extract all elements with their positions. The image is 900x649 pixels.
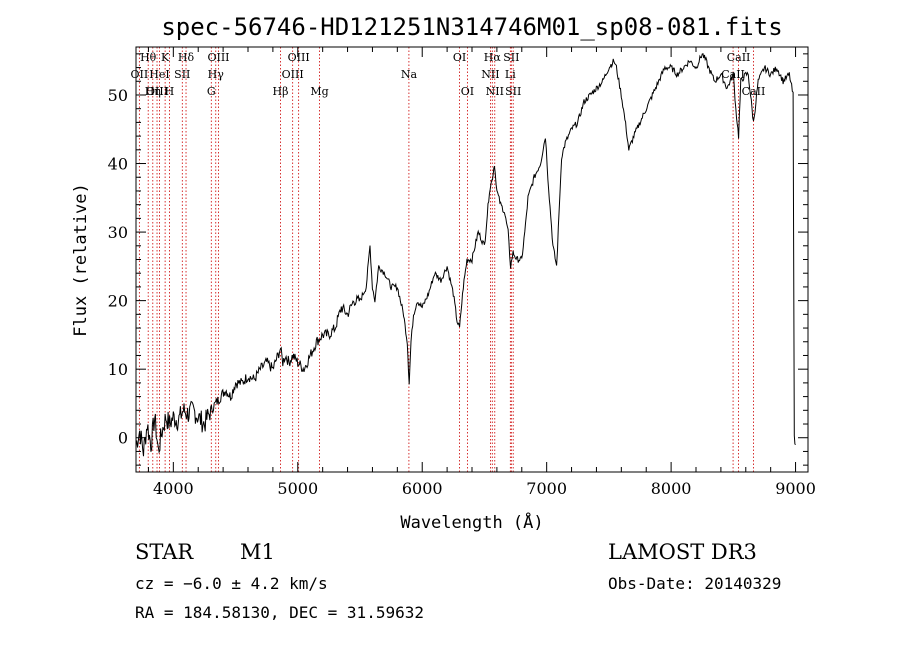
y-tick-label: 20 xyxy=(108,292,128,311)
y-tick-label: 50 xyxy=(108,86,128,105)
coordinates: RA = 184.58130, DEC = 31.59632 xyxy=(135,603,424,622)
emission-line-label: SII xyxy=(503,51,519,64)
y-tick-label: 10 xyxy=(108,360,128,379)
x-axis-label: Wavelength (Å) xyxy=(400,511,543,533)
redshift-cz: cz = −6.0 ± 4.2 km/s xyxy=(135,574,328,593)
emission-line-label: SII xyxy=(174,68,190,81)
object-class: STAR xyxy=(135,540,193,564)
emission-line-label: Li xyxy=(505,68,516,81)
emission-line-label: NII xyxy=(481,68,499,81)
emission-line-label: OIII xyxy=(282,68,304,81)
emission-line-label: CaII xyxy=(742,85,766,98)
x-axis-ticks: 4000 5000 6000 7000 8000 9000 xyxy=(148,47,815,498)
x-tick-label: 6000 xyxy=(402,479,443,498)
emission-line-label: OIII xyxy=(288,51,310,64)
y-tick-label: 0 xyxy=(118,429,128,448)
x-tick-label: 8000 xyxy=(651,479,692,498)
y-tick-label: 30 xyxy=(108,223,128,242)
emission-line-label: Hγ xyxy=(208,68,225,81)
emission-line-label: Hα xyxy=(484,51,502,64)
emission-line-label: Hη xyxy=(145,85,161,98)
survey-name: LAMOST DR3 xyxy=(608,540,757,564)
emission-line-label: Hδ xyxy=(178,51,195,64)
x-tick-label: 9000 xyxy=(775,479,816,498)
spectrum-line xyxy=(136,54,796,456)
y-tick-label: 40 xyxy=(108,155,128,174)
object-subclass: M1 xyxy=(240,540,275,564)
observation-date: Obs-Date: 20140329 xyxy=(608,574,781,593)
emission-line-label: K xyxy=(161,51,170,64)
chart-title: spec-56746-HD121251N314746M01_sp08-081.f… xyxy=(161,13,782,41)
emission-line-markers xyxy=(139,47,753,472)
emission-line-label: OI xyxy=(461,85,474,98)
x-tick-label: 5000 xyxy=(277,479,318,498)
emission-line-label: Mg xyxy=(310,85,328,98)
emission-line-label: HeI xyxy=(149,68,169,81)
emission-line-label: OI xyxy=(453,51,466,64)
y-axis-label: Flux (relative) xyxy=(71,183,91,337)
emission-line-label: OIII xyxy=(207,51,229,64)
x-tick-label: 4000 xyxy=(153,479,194,498)
emission-line-label: NII xyxy=(486,85,504,98)
emission-line-label: G xyxy=(207,85,216,98)
x-tick-label: 7000 xyxy=(526,479,567,498)
y-axis-ticks: 0 10 20 30 40 50 xyxy=(108,54,808,465)
emission-line-label: CaII xyxy=(727,51,751,64)
emission-line-label: Na xyxy=(401,68,418,81)
emission-line-label: H xyxy=(165,85,175,98)
emission-line-label: OII xyxy=(131,68,149,81)
emission-line-label: SII xyxy=(505,85,521,98)
emission-line-label: Hβ xyxy=(273,85,289,98)
emission-line-label: Hθ xyxy=(140,51,157,64)
